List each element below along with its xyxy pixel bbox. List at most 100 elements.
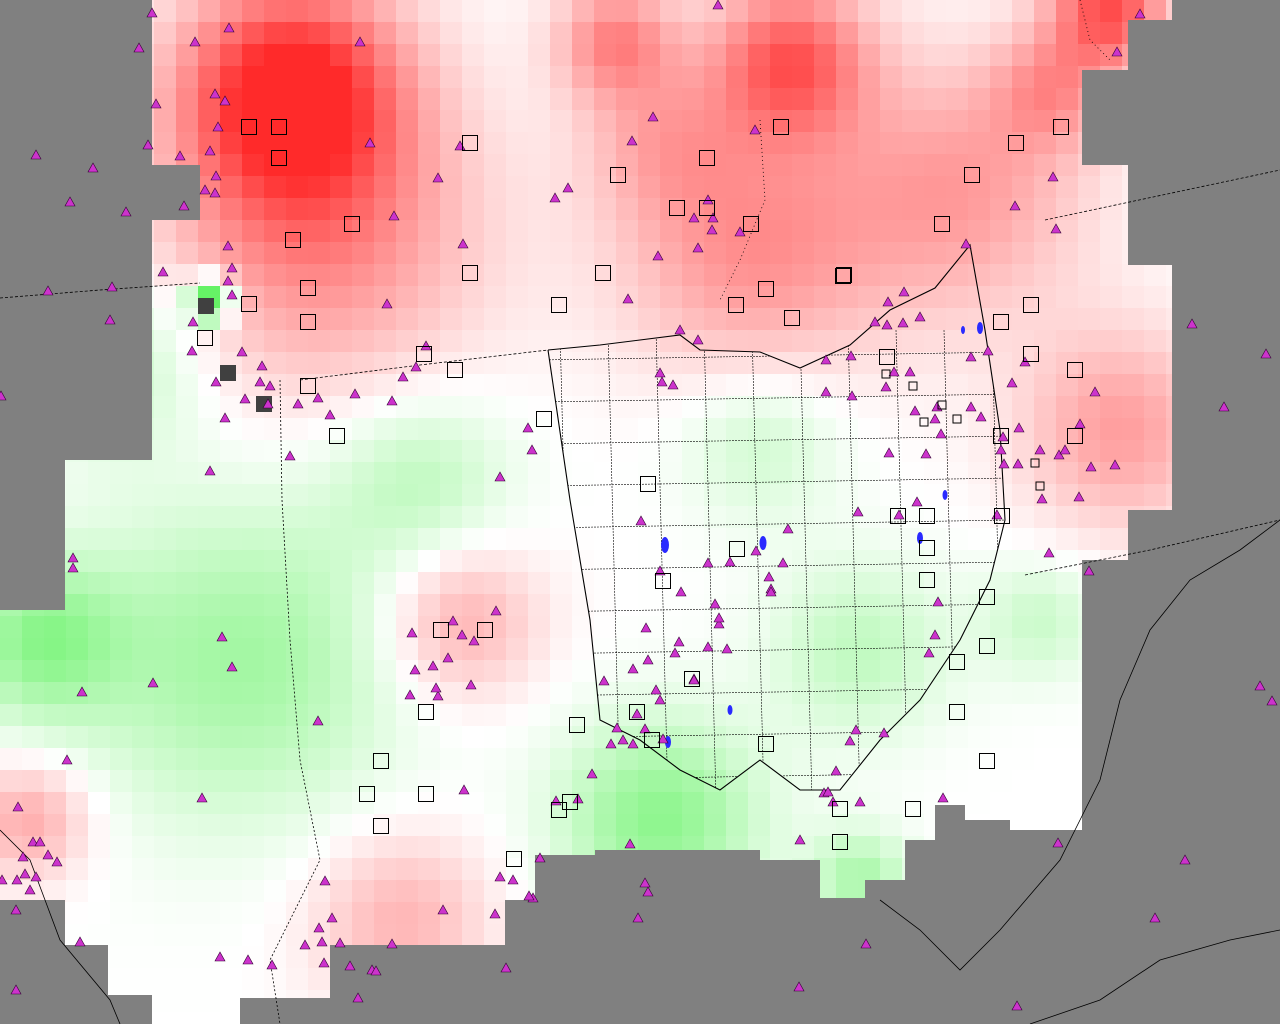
triangle-icon	[209, 88, 221, 99]
triangle-icon	[324, 409, 336, 420]
field-cell	[176, 594, 198, 616]
field-cell	[286, 66, 308, 88]
field-cell	[198, 528, 220, 550]
field-cell	[1056, 792, 1078, 814]
field-cell	[308, 66, 330, 88]
field-cell	[374, 814, 396, 836]
field-cell	[770, 66, 792, 88]
field-cell	[924, 286, 946, 308]
field-cell	[572, 88, 594, 110]
field-cell	[286, 528, 308, 550]
field-cell	[902, 594, 924, 616]
field-cell	[792, 550, 814, 572]
field-cell	[440, 638, 462, 660]
field-cell	[484, 440, 506, 462]
field-cell	[506, 0, 528, 22]
field-cell	[242, 418, 264, 440]
field-cell	[1144, 308, 1166, 330]
field-cell	[990, 748, 1012, 770]
field-cell	[726, 770, 748, 792]
triangle-icon	[216, 631, 228, 642]
field-cell	[308, 88, 330, 110]
field-cell	[1034, 726, 1056, 748]
field-cell	[242, 0, 264, 22]
field-cell	[616, 594, 638, 616]
field-cell	[396, 0, 418, 22]
triangle-icon	[386, 395, 398, 406]
field-cell	[110, 726, 132, 748]
field-cell	[484, 726, 506, 748]
square-icon	[271, 150, 287, 166]
field-cell	[924, 264, 946, 286]
field-cell	[462, 154, 484, 176]
field-cell	[770, 374, 792, 396]
field-cell	[264, 924, 286, 946]
field-cell	[198, 330, 220, 352]
field-cell	[946, 528, 968, 550]
field-cell	[88, 638, 110, 660]
field-cell	[528, 506, 550, 528]
field-cell	[726, 308, 748, 330]
field-cell	[286, 484, 308, 506]
field-cell	[242, 814, 264, 836]
triangle-icon	[998, 458, 1010, 469]
field-cell	[726, 66, 748, 88]
triangle-icon	[627, 663, 639, 674]
field-cell	[418, 572, 440, 594]
field-cell	[946, 176, 968, 198]
field-cell	[396, 220, 418, 242]
field-cell	[286, 902, 308, 924]
field-cell	[154, 594, 176, 616]
field-cell	[220, 550, 242, 572]
field-cell	[440, 264, 462, 286]
field-cell	[176, 814, 198, 836]
field-cell	[990, 770, 1012, 792]
field-cell	[462, 726, 484, 748]
field-cell	[1056, 594, 1078, 616]
field-cell	[220, 638, 242, 660]
field-cell	[220, 748, 242, 770]
square-icon	[949, 704, 965, 720]
field-cell	[286, 176, 308, 198]
field-cell	[506, 682, 528, 704]
triangle-icon	[1260, 348, 1272, 359]
field-cell	[880, 198, 902, 220]
field-cell	[572, 682, 594, 704]
field-cell	[528, 726, 550, 748]
field-cell	[528, 0, 550, 22]
field-cell	[396, 770, 418, 792]
field-cell	[770, 528, 792, 550]
field-cell	[968, 660, 990, 682]
triangle-icon	[42, 285, 54, 296]
field-cell	[264, 814, 286, 836]
field-cell	[264, 506, 286, 528]
field-cell	[1012, 594, 1034, 616]
field-cell	[1012, 88, 1034, 110]
field-cell	[330, 440, 352, 462]
county-boundary	[548, 393, 1005, 403]
field-cell	[88, 924, 110, 946]
field-cell	[418, 418, 440, 440]
field-cell	[1012, 550, 1034, 572]
field-cell	[880, 110, 902, 132]
field-cell	[990, 704, 1012, 726]
field-cell	[616, 154, 638, 176]
field-cell	[330, 770, 352, 792]
field-cell	[176, 110, 198, 132]
field-cell	[132, 946, 154, 968]
field-cell	[220, 0, 242, 22]
field-cell	[154, 792, 176, 814]
field-cell	[528, 660, 550, 682]
field-cell	[1012, 44, 1034, 66]
field-cell	[858, 330, 880, 352]
field-cell	[616, 528, 638, 550]
field-cell	[330, 374, 352, 396]
field-cell	[704, 308, 726, 330]
triangle-icon	[447, 615, 459, 626]
field-cell	[616, 396, 638, 418]
field-cell	[220, 902, 242, 924]
triangle-icon	[860, 938, 872, 949]
field-cell	[902, 308, 924, 330]
field-cell	[528, 110, 550, 132]
